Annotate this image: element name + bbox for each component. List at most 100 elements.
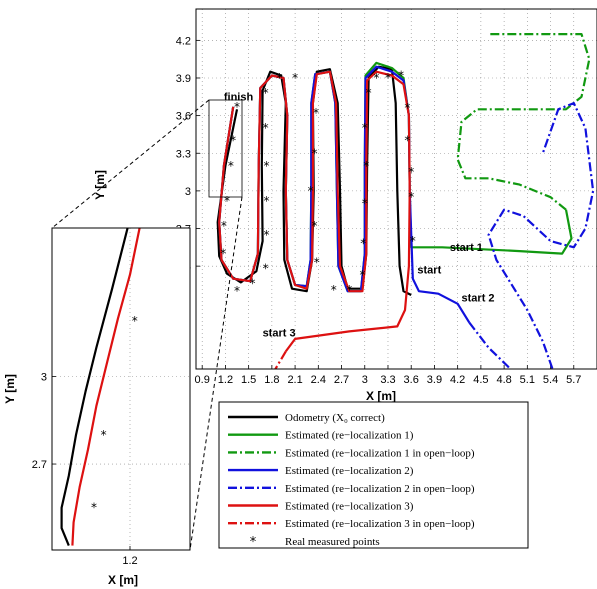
measured-point-marker: * — [292, 71, 298, 85]
x-tick-label: 1.8 — [264, 374, 279, 386]
series-line-1 — [71, 228, 141, 546]
legend: Odometry (X₀ correct) Estimated (re−local… — [218, 401, 529, 550]
x-tick-label: 2.4 — [311, 374, 326, 386]
legend-entry-label: Real measured points — [285, 536, 380, 548]
x-tick-label: 1.2 — [122, 555, 137, 567]
inset-series-group: * * * — [60, 228, 141, 547]
series-line-4 — [468, 102, 595, 369]
measured-point-marker: * — [101, 428, 107, 442]
inset-grid — [52, 228, 190, 550]
x-tick-label: 1.5 — [241, 374, 256, 386]
main-series-group: *************** ******* ******** * ****** — [216, 33, 595, 369]
main-y-axis-label: Y [m] — [93, 170, 107, 200]
measured-point-marker: * — [314, 255, 320, 269]
annotation-label: start 1 — [450, 242, 483, 254]
measured-point-marker: * — [311, 146, 317, 160]
x-tick-label: 3.3 — [380, 374, 395, 386]
measured-point-marker: * — [263, 194, 269, 208]
measured-point-marker: * — [363, 159, 369, 173]
measured-point-marker: * — [228, 159, 234, 173]
series-line-5 — [218, 70, 411, 353]
measured-point-marker: * — [263, 86, 269, 100]
measured-point-marker: * — [408, 165, 414, 179]
main-x-axis-label: X [m] — [366, 389, 396, 403]
zoom-connector-top — [51, 99, 210, 229]
measured-point-marker: * — [132, 314, 138, 328]
main-plot-frame — [195, 8, 597, 370]
x-tick-label: 4.2 — [450, 374, 465, 386]
measured-point-marker: * — [410, 234, 416, 248]
y-tick-label: 2.7 — [32, 459, 47, 471]
legend-entry-label: Estimated (re−localization 1) — [285, 430, 414, 442]
x-tick-label: 5.4 — [543, 374, 558, 386]
main-annotations: finish start 1 start start 2 start 3 — [224, 92, 495, 340]
measured-point-marker: * — [263, 121, 269, 135]
measured-point-marker: * — [313, 106, 319, 120]
measured-point-marker: * — [234, 100, 240, 114]
measured-point-marker: * — [359, 268, 365, 282]
measured-point-marker: * — [385, 71, 391, 85]
inset-y-axis-label: Y [m] — [3, 374, 17, 404]
series-line-0 — [60, 228, 129, 547]
x-tick-label: 5.7 — [566, 374, 581, 386]
measured-point-marker: * — [263, 228, 269, 242]
inset-plot-frame — [51, 227, 191, 551]
main-plot: *************** ******* ******** * ****** 0.… — [93, 8, 597, 403]
y-tick-label: 3.6 — [176, 111, 191, 123]
x-tick-label: 1.2 — [218, 374, 233, 386]
x-tick-label: 4.8 — [496, 374, 511, 386]
measured-point-marker: * — [230, 134, 236, 148]
legend-entry-label: Estimated (re−localization 1 in open−loo… — [285, 447, 475, 459]
y-tick-label: 3.9 — [176, 73, 191, 85]
measured-point-marker: * — [366, 86, 372, 100]
legend-entry-label: Estimated (re−localization 3) — [285, 501, 414, 513]
legend-entry-label: Odometry (X₀ correct) — [285, 412, 385, 424]
inset-plot-area — [52, 228, 190, 550]
y-tick-label: 4.2 — [176, 35, 191, 47]
inset-tick-labels: 1.2 2.7 3 — [32, 372, 138, 567]
annotation-label: finish — [224, 92, 254, 104]
measured-point-marker: * — [404, 134, 410, 148]
legend-entry-label: Estimated (re−localization 2) — [285, 465, 414, 477]
measured-point-marker: * — [220, 247, 226, 261]
measured-point-marker: * — [362, 121, 368, 135]
measured-point-marker: * — [263, 159, 269, 173]
measured-point-marker: * — [250, 277, 256, 291]
zoom-region-box — [208, 99, 243, 198]
measured-point-marker: * — [373, 71, 379, 85]
annotation-label: start 2 — [462, 292, 495, 304]
measured-point-marker: * — [311, 219, 317, 233]
measured-point-marker: * — [404, 101, 410, 115]
y-tick-label: 3 — [185, 186, 191, 198]
measured-point-marker: * — [263, 262, 269, 276]
inset-x-axis-label: X [m] — [108, 573, 138, 587]
legend-entry-label: Estimated (re−localization 2 in open−loo… — [285, 483, 475, 495]
measured-point-marker: * — [224, 194, 230, 208]
zoom-connector-bottom — [189, 196, 243, 551]
y-tick-label: 3.3 — [176, 148, 191, 160]
measured-point-marker: * — [408, 190, 414, 204]
y-tick-label: 3 — [41, 372, 47, 384]
x-tick-label: 3.9 — [427, 374, 442, 386]
measured-point-marker: * — [234, 284, 240, 298]
measured-point-marker: * — [91, 501, 97, 515]
x-tick-label: 2.1 — [287, 374, 302, 386]
annotation-label: start — [417, 265, 441, 277]
annotation-label: start 3 — [263, 327, 296, 339]
measured-point-marker: * — [331, 283, 337, 297]
x-tick-label: 3 — [362, 374, 368, 386]
legend-marker: * — [250, 535, 257, 550]
series-line-2 — [456, 33, 591, 211]
x-tick-label: 3.6 — [404, 374, 419, 386]
x-tick-label: 5.1 — [520, 374, 535, 386]
measured-point-marker: * — [346, 283, 352, 297]
x-tick-label: 4.5 — [473, 374, 488, 386]
inset-plot: * * * 1.2 2.7 3 X [m] Y [m] — [3, 227, 191, 587]
measured-point-marker: * — [221, 219, 227, 233]
legend-entry-label: Estimated (re−localization 3 in open−loo… — [285, 518, 475, 530]
measured-point-marker: * — [398, 68, 404, 82]
measured-point-marker: * — [277, 71, 283, 85]
measured-point-marker: * — [362, 196, 368, 210]
x-tick-label: 0.9 — [195, 374, 210, 386]
